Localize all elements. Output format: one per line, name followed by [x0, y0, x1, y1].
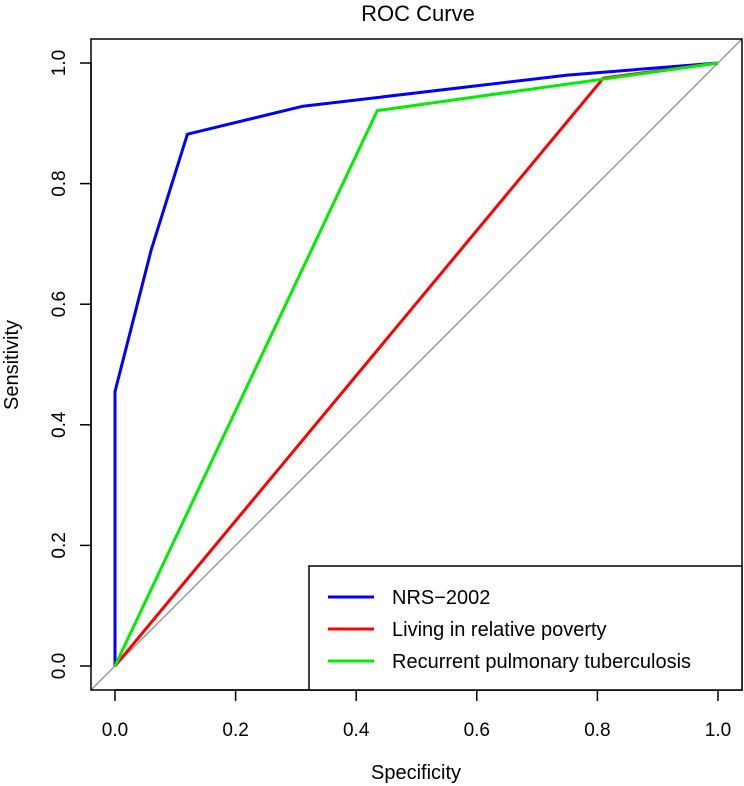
x-tick-label: 0.2: [222, 720, 248, 741]
x-tick-label: 0.6: [464, 720, 490, 741]
series-line-1: [113, 61, 719, 666]
x-tick-label: 0.8: [584, 720, 610, 741]
legend-label: NRS−2002: [392, 587, 490, 609]
legend-label: Recurrent pulmonary tuberculosis: [392, 651, 691, 673]
y-tick-label: 1.0: [49, 50, 70, 76]
x-tick-label: 0.0: [102, 720, 128, 741]
y-tick-label: 0.0: [49, 653, 70, 679]
legend: NRS−2002 Living in relative poverty Recurr…: [308, 565, 743, 691]
y-axis-title: Sensitivity: [1, 320, 23, 410]
y-tick-label: 0.8: [49, 170, 70, 196]
axes: 0.0 0.2 0.4 0.6 0.8 1.0 0.0 0.2 0.4 0.6 0.8 1.0: [49, 50, 731, 741]
y-tick-label: 0.6: [49, 291, 70, 317]
legend-label: Living in relative poverty: [392, 619, 607, 641]
x-tick-label: 1.0: [705, 720, 731, 741]
series-line-3: [113, 61, 719, 667]
plot-area: [90, 38, 743, 691]
legend-box: [308, 565, 743, 691]
reference-diagonal: [90, 38, 743, 691]
y-tick-label: 0.4: [49, 411, 70, 438]
chart-title: ROC Curve: [361, 1, 475, 26]
y-tick-label: 0.2: [49, 532, 70, 558]
x-tick-label: 0.4: [343, 720, 370, 741]
x-axis-title: Specificity: [371, 762, 461, 784]
